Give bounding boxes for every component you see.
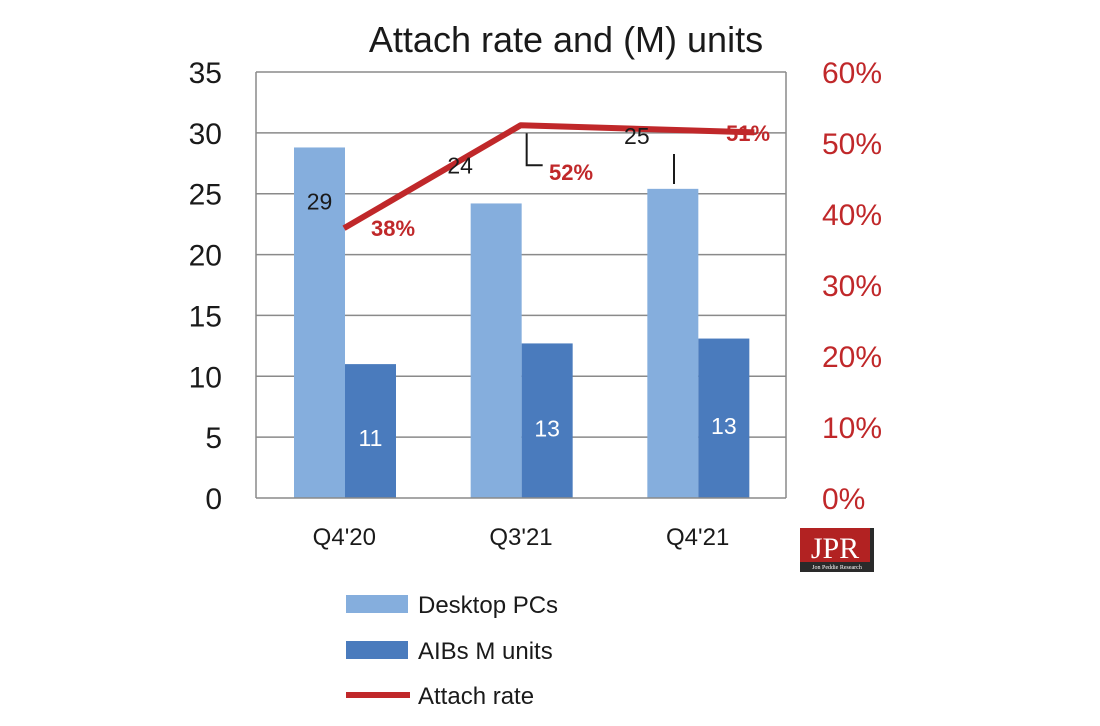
category-label: Q4'20 (313, 524, 376, 551)
legend-swatch (346, 641, 408, 659)
desktop-data-label: 24 (447, 152, 473, 178)
axes: 0 5 10 15 20 25 30 35 0% 10% 20% 30% 40% 50% 60% Q4'20 Q… (189, 57, 882, 551)
legend-entry: Desktop PCs (418, 592, 558, 619)
right-axis-tick-label: 40% (822, 199, 882, 232)
bar-desktop-pcs (647, 188, 699, 499)
left-axis-tick-label: 0 (205, 483, 222, 516)
left-axis-tick-label: 15 (189, 300, 222, 333)
right-axis-tick-label: 0% (822, 483, 865, 516)
attach-rate-data-label: 52% (549, 160, 593, 185)
logo-text: JPR (811, 532, 859, 565)
legend-entry: Attach rate (418, 683, 534, 710)
left-axis-tick-label: 10 (189, 361, 222, 394)
logo-plate (800, 528, 870, 562)
bar-desktop-pcs (470, 203, 522, 499)
aibs-data-label: 13 (534, 415, 560, 441)
legend-entry: AIBs M units (418, 638, 553, 665)
category-label: Q4'21 (666, 524, 729, 551)
bars (294, 147, 750, 499)
aibs-data-label: 11 (359, 425, 383, 451)
category-label: Q3'21 (489, 524, 552, 551)
attach-rate-line (342, 122, 755, 231)
bar-desktop-pcs (294, 147, 345, 498)
right-axis-tick-label: 60% (822, 57, 882, 90)
logo-subtitle: Jon Peddie Research (812, 565, 862, 571)
attach-rate-data-label: 38% (371, 216, 415, 241)
right-axis-tick-label: 50% (822, 128, 882, 161)
left-axis-tick-label: 25 (189, 179, 222, 212)
bar-aibs-m-units (521, 343, 573, 498)
desktop-data-label: 25 (624, 123, 650, 149)
aibs-data-label: 13 (711, 413, 737, 439)
left-axis-tick-label: 35 (189, 57, 222, 90)
attach-rate-data-label: 51% (726, 121, 770, 146)
bar-aibs-m-units (345, 364, 396, 498)
leader-line (525, 133, 543, 167)
attach-rate-series-line (342, 122, 755, 231)
right-axis-tick-label: 30% (822, 270, 882, 303)
data-labels: 11 13 13 29 24 25 38% 52% 51% (307, 121, 770, 451)
legend-swatch (346, 595, 408, 613)
left-axis-tick-label: 5 (205, 422, 222, 455)
bar-aibs-m-units (698, 338, 750, 498)
desktop-data-label: 29 (307, 188, 333, 214)
legend: Desktop PCs AIBs M units Attach rate (346, 592, 558, 710)
chart-title: Attach rate and (M) units (369, 19, 763, 60)
right-axis-tick-label: 10% (822, 412, 882, 445)
left-axis-tick-label: 30 (189, 118, 222, 151)
left-axis-tick-label: 20 (189, 240, 222, 273)
right-axis-tick-label: 20% (822, 341, 882, 374)
